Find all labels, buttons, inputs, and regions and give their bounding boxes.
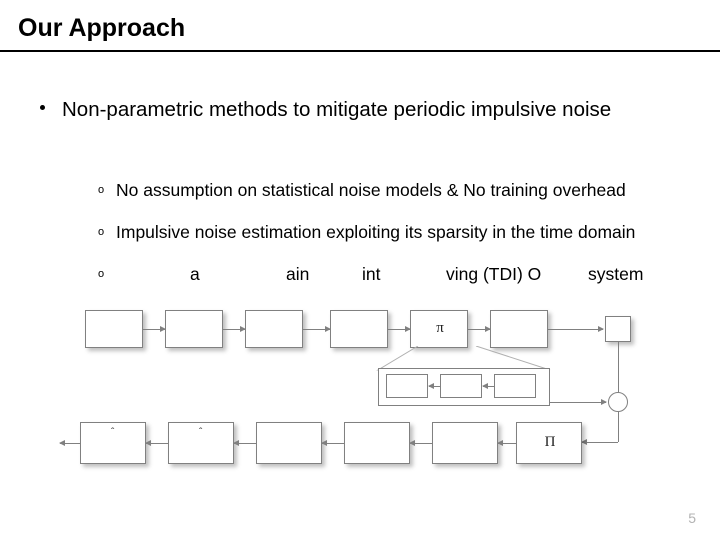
sum-node-icon bbox=[608, 392, 628, 412]
arrow-icon bbox=[388, 329, 410, 330]
pi-symbol: π bbox=[430, 320, 450, 337]
sub-bullet-a: o No assumption on statistical noise mod… bbox=[98, 176, 690, 204]
sub-c-frag5: system bbox=[588, 260, 643, 288]
arrow-icon bbox=[223, 329, 245, 330]
sub-bullet-c: o hidden a ain int ving (TDI) O system bbox=[98, 260, 690, 288]
connector-line bbox=[618, 342, 619, 392]
sub-c-frag2: ain bbox=[286, 260, 309, 288]
diagram-box bbox=[330, 310, 388, 348]
diagram-box bbox=[490, 310, 548, 348]
main-bullet-text: Non-parametric methods to mitigate perio… bbox=[62, 98, 611, 121]
sub-c-frag3: int bbox=[362, 260, 380, 288]
pi-symbol: Π bbox=[540, 434, 560, 451]
hat-symbol: ˆ bbox=[199, 427, 202, 438]
arrow-left-icon bbox=[60, 443, 80, 444]
bullet-dot-icon bbox=[40, 105, 45, 110]
arrow-left-icon bbox=[234, 443, 256, 444]
diagram-small-box bbox=[605, 316, 631, 342]
diagram-box bbox=[245, 310, 303, 348]
sub-bullet-b-text: Impulsive noise estimation exploiting it… bbox=[116, 222, 635, 242]
sub-bullet-b: o Impulsive noise estimation exploiting … bbox=[98, 218, 690, 246]
slide-title: Our Approach bbox=[18, 14, 185, 43]
sub-bullet-list: o No assumption on statistical noise mod… bbox=[98, 176, 690, 302]
arrow-icon bbox=[468, 329, 490, 330]
arrow-left-icon bbox=[410, 443, 432, 444]
circle-bullet-icon: o bbox=[98, 266, 104, 284]
connector-line bbox=[618, 412, 619, 442]
diagram-inner-box bbox=[440, 374, 482, 398]
block-diagram: π ˆ bbox=[60, 310, 660, 480]
arrow-left-icon bbox=[429, 386, 440, 387]
arrow-icon bbox=[550, 402, 606, 403]
arrow-icon bbox=[303, 329, 330, 330]
diagram-box bbox=[165, 310, 223, 348]
diagram-pi-box: Π bbox=[516, 422, 582, 464]
diagram-pi-box: π bbox=[410, 310, 468, 348]
diagram-box bbox=[432, 422, 498, 464]
diagram-box: ˆ bbox=[80, 422, 146, 464]
diagram-box bbox=[344, 422, 410, 464]
circle-bullet-icon: o bbox=[98, 182, 104, 200]
arrow-left-icon bbox=[582, 442, 618, 443]
sub-bullet-a-text: No assumption on statistical noise model… bbox=[116, 180, 626, 200]
arrow-left-icon bbox=[146, 443, 168, 444]
diagram-box bbox=[85, 310, 143, 348]
circle-bullet-icon: o bbox=[98, 224, 104, 242]
diagram-inner-box bbox=[386, 374, 428, 398]
diagram-box bbox=[256, 422, 322, 464]
arrow-icon bbox=[143, 329, 165, 330]
sub-c-frag4: ving (TDI) O bbox=[446, 260, 541, 288]
arrow-left-icon bbox=[322, 443, 344, 444]
hat-symbol: ˆ bbox=[111, 427, 114, 438]
arrow-left-icon bbox=[483, 386, 494, 387]
page-number: 5 bbox=[688, 510, 696, 526]
diagram-inner-box bbox=[494, 374, 536, 398]
title-rule bbox=[0, 50, 720, 52]
diagram-box: ˆ bbox=[168, 422, 234, 464]
main-bullet: Non-parametric methods to mitigate perio… bbox=[62, 96, 680, 124]
sub-c-frag1: a bbox=[190, 260, 200, 288]
arrow-left-icon bbox=[498, 443, 516, 444]
arrow-icon bbox=[548, 329, 603, 330]
